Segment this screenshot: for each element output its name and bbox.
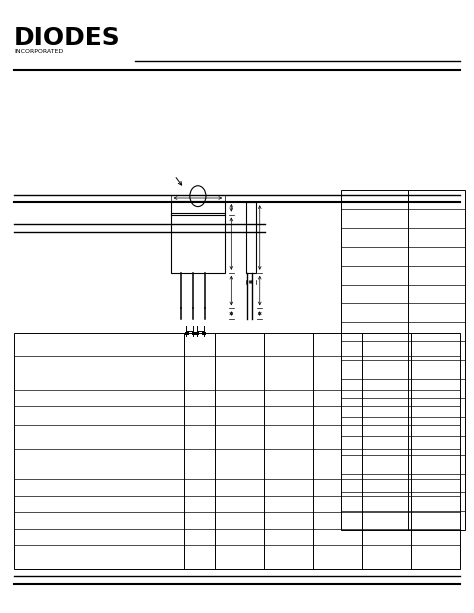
Bar [195,332,197,335]
Text: INCORPORATED: INCORPORATED [14,49,64,54]
Bar [187,332,189,335]
Bar [204,332,206,335]
Bar [171,213,225,273]
Bar [341,190,465,530]
Bar [194,332,196,335]
Bar [192,332,194,335]
Bar [171,201,225,215]
Bar [185,332,187,335]
Bar [202,332,204,335]
Bar [14,333,460,569]
Text: DIODES: DIODES [14,26,121,50]
Bar [197,332,199,335]
Bar [246,202,256,273]
